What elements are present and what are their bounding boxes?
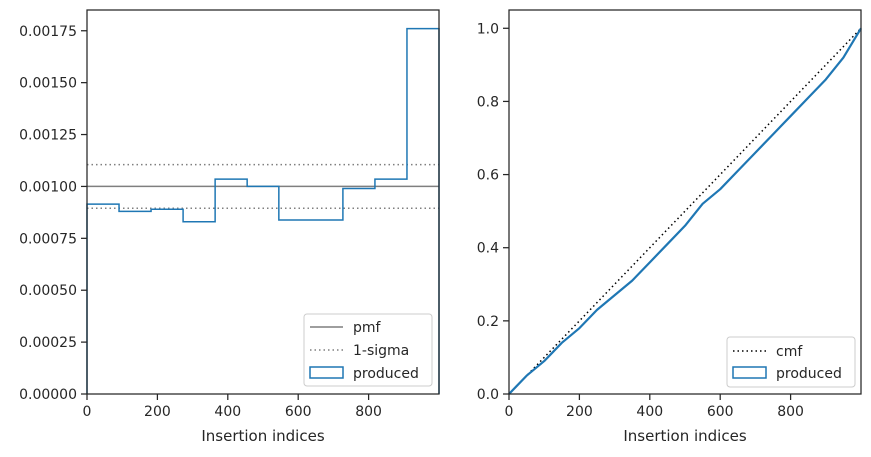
x-tick-label: 400 xyxy=(214,404,241,420)
y-tick-label: 0.2 xyxy=(477,314,499,330)
y-tick-label: 0.8 xyxy=(477,94,499,110)
y-tick-label: 0.00000 xyxy=(19,387,77,403)
legend-cmf-label: cmf xyxy=(776,344,803,360)
y-tick-label: 0.00075 xyxy=(19,231,77,247)
y-tick-label: 0.0 xyxy=(477,387,499,403)
right-legend-box xyxy=(726,336,856,388)
x-tick-label: 600 xyxy=(707,404,734,420)
x-tick-label: 200 xyxy=(144,404,171,420)
y-tick-label: 0.00100 xyxy=(19,179,77,195)
left-x-axis-label: Insertion indices xyxy=(201,427,324,445)
right-legend: cmf produced xyxy=(726,336,856,388)
y-tick-label: 0.00025 xyxy=(19,335,77,351)
right-chart: 0 200 400 600 800 0.0 0.2 0.4 0.6 0.8 1.0 Insertio… xyxy=(477,9,862,445)
x-tick-label: 0 xyxy=(83,404,92,420)
x-tick-label: 800 xyxy=(355,404,382,420)
produced-histogram xyxy=(86,27,440,394)
y-tick-label: 0.00175 xyxy=(19,24,77,40)
legend-produced-swatch-right xyxy=(732,366,767,379)
y-tick-label: 1.0 xyxy=(477,21,499,37)
x-tick-label: 200 xyxy=(566,404,593,420)
y-tick-label: 0.6 xyxy=(477,168,499,184)
x-tick-label: 400 xyxy=(636,404,663,420)
legend-produced-label-left: produced xyxy=(353,366,419,382)
right-plot-frame xyxy=(508,9,862,395)
x-tick-label: 800 xyxy=(777,404,804,420)
y-tick-label: 0.00125 xyxy=(19,128,77,144)
left-legend: pmf 1-sigma produced xyxy=(303,313,433,387)
y-tick-label: 0.00150 xyxy=(19,76,77,92)
produced-cumulative-line xyxy=(508,27,862,395)
y-tick-label: 0.4 xyxy=(477,241,499,257)
legend-produced-swatch-left xyxy=(309,366,344,379)
x-tick-label: 0 xyxy=(505,404,514,420)
left-plot-frame xyxy=(86,9,440,395)
legend-produced-label-right: produced xyxy=(776,366,842,382)
left-legend-box xyxy=(303,313,433,387)
left-chart: 0 200 400 600 800 0.00000 0.00025 0.00050 0.0007… xyxy=(19,9,440,445)
y-tick-label: 0.00050 xyxy=(19,283,77,299)
legend-pmf-label: pmf xyxy=(353,320,382,336)
right-x-axis-label: Insertion indices xyxy=(623,427,746,445)
legend-1-sigma-label: 1-sigma xyxy=(353,343,409,359)
x-tick-label: 600 xyxy=(285,404,312,420)
